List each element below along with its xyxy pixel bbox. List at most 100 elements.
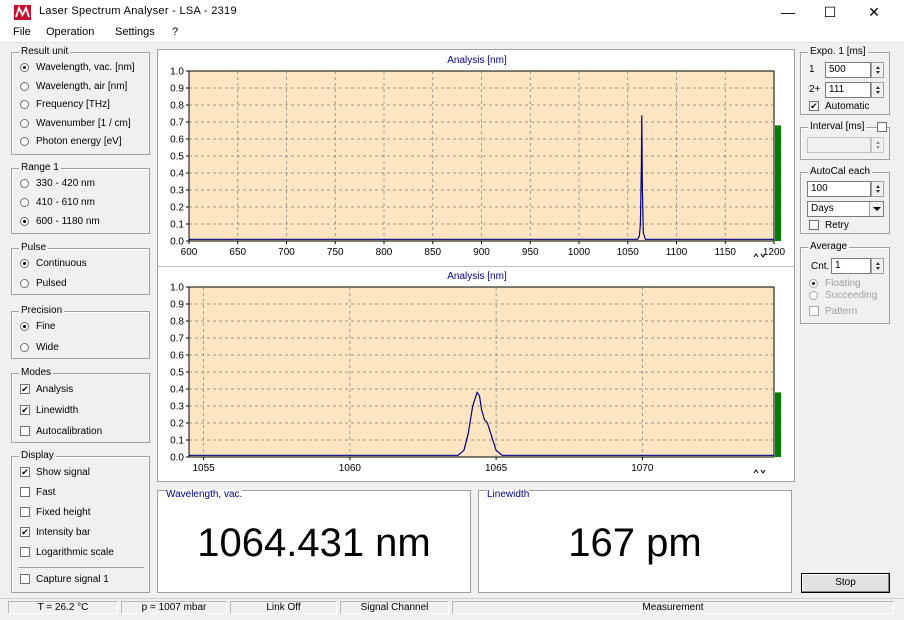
y-tick-label: 0.8 (170, 317, 184, 328)
bottom-spectrum-chart[interactable]: 0.0 0.1 0.2 0.3 0.4 0.5 0.6 0.7 0.8 0.9 1.0 1055 106… (158, 266, 796, 482)
average-count-spinner[interactable] (871, 258, 884, 274)
chevron-down-icon (869, 202, 883, 216)
interval-checkbox[interactable] (877, 122, 887, 132)
group-title: Result unit (19, 46, 71, 57)
checkbox-checked-icon: ✔ (20, 467, 30, 477)
y-tick-label: 0.2 (170, 203, 184, 214)
x-tick-label: 700 (278, 247, 295, 258)
maximize-button[interactable]: ☐ (823, 4, 837, 20)
expo-2-input[interactable]: 111 (825, 82, 871, 98)
checkbox-icon (20, 547, 30, 557)
x-tick-label: 900 (473, 247, 490, 258)
expo-1-spinner[interactable] (871, 62, 884, 78)
status-pressure: p = 1007 mbar (121, 601, 227, 614)
y-tick-label: 0.4 (170, 169, 184, 180)
group-title: Modes (19, 367, 54, 378)
autocal-spinner[interactable] (871, 181, 884, 197)
checkbox-icon (809, 220, 819, 230)
autocal-unit-select[interactable]: Days (807, 201, 884, 217)
radio-icon (20, 217, 29, 226)
divider (18, 567, 144, 568)
y-tick-label: 0.0 (170, 237, 184, 248)
y-tick-label: 1.0 (170, 67, 184, 78)
group-title: Expo. 1 [ms] (808, 46, 868, 57)
menu-settings[interactable]: Settings (115, 26, 155, 38)
app-logo-icon (14, 5, 31, 20)
y-tick-label: 0.6 (170, 135, 184, 146)
y-tick-label: 0.2 (170, 419, 184, 430)
top-plot-title: Analysis [nm] (447, 55, 507, 66)
y-tick-label: 0.3 (170, 402, 184, 413)
menu-operation[interactable]: Operation (46, 26, 95, 38)
interval-group: Interval [ms] (800, 121, 890, 160)
autocal-group: AutoCal each 100 Days Retry (800, 166, 890, 234)
intensity-bar (775, 125, 781, 241)
status-measurement: Measurement (452, 601, 894, 614)
expo-2-spinner[interactable] (871, 82, 884, 98)
average-group: Average Cnt. 1 Floating Succeeding Patte… (800, 241, 890, 324)
y-tick-label: 0.0 (170, 453, 184, 464)
x-tick-label: 1060 (339, 463, 362, 474)
radio-icon (20, 119, 29, 128)
y-tick-label: 0.5 (170, 152, 184, 163)
menu-file[interactable]: File (13, 26, 31, 38)
display-group: Display ✔ Show signal Fast Fixed height ✔… (11, 450, 150, 593)
group-title: Precision (19, 305, 65, 316)
splitter-arrows-icon (753, 469, 766, 474)
y-tick-label: 0.1 (170, 436, 184, 447)
intensity-bar (775, 392, 781, 457)
autocal-input[interactable]: 100 (807, 181, 871, 197)
radio-icon (20, 259, 29, 268)
x-tick-label: 1070 (631, 463, 654, 474)
x-tick-label: 850 (424, 247, 441, 258)
stop-button[interactable]: Stop (801, 573, 890, 593)
y-tick-label: 0.3 (170, 186, 184, 197)
radio-icon (20, 198, 29, 207)
checkbox-icon (20, 426, 30, 436)
checkbox-icon (20, 487, 30, 497)
group-title: Average (808, 241, 850, 252)
spectrum-line (189, 391, 774, 456)
group-title: Interval [ms] (808, 121, 867, 132)
x-tick-label: 1150 (714, 247, 736, 258)
checkbox-checked-icon: ✔ (20, 527, 30, 537)
x-tick-label: 1200 (763, 247, 786, 258)
checkbox-checked-icon: ✔ (20, 384, 30, 394)
x-tick-label: 750 (327, 247, 344, 258)
radio-icon (20, 279, 29, 288)
wavelength-label: Wavelength, vac. (166, 489, 243, 500)
plot-area (188, 286, 775, 458)
radio-icon (20, 179, 29, 188)
minimize-button[interactable]: — (781, 4, 795, 20)
menu-help[interactable]: ? (172, 26, 179, 38)
x-tick-label: 1050 (617, 247, 640, 258)
x-tick-label: 950 (522, 247, 539, 258)
plot-splitter[interactable] (158, 266, 794, 267)
interval-spinner[interactable] (871, 137, 884, 153)
y-tick-label: 0.6 (170, 351, 184, 362)
radio-icon (809, 279, 818, 288)
expo-1-input[interactable]: 500 (825, 62, 871, 78)
status-channel: Signal Channel (340, 601, 449, 614)
bottom-plot-title: Analysis [nm] (447, 271, 507, 282)
close-button[interactable]: ✕ (868, 4, 880, 20)
checkbox-icon (20, 507, 30, 517)
x-tick-label: 650 (229, 247, 246, 258)
y-tick-label: 0.7 (170, 118, 184, 129)
y-tick-label: 0.9 (170, 84, 184, 95)
wavelength-result-panel: Wavelength, vac. 1064.431 nm (157, 489, 471, 593)
linewidth-label: Linewidth (487, 489, 530, 500)
window-title: Laser Spectrum Analyser - LSA - 2319 (39, 5, 237, 17)
autocal-unit-value: Days (811, 203, 834, 214)
y-tick-label: 0.1 (170, 220, 184, 231)
x-tick-label: 1055 (193, 463, 216, 474)
splitter-arrows-icon (753, 253, 766, 258)
top-spectrum-chart[interactable]: 0.0 0.1 0.2 0.3 0.4 0.5 0.6 0.7 0.8 0.9 1.0 600 650 7… (158, 50, 796, 266)
x-tick-label: 600 (181, 247, 198, 258)
average-count-input[interactable]: 1 (831, 258, 871, 274)
result-unit-group: Result unit Wavelength, vac. [nm] Wavele… (11, 46, 150, 155)
wavelength-value: 1064.431 nm (197, 521, 431, 565)
interval-input[interactable] (807, 137, 871, 153)
y-tick-label: 0.7 (170, 334, 184, 345)
checkbox-checked-icon: ✔ (20, 405, 30, 415)
